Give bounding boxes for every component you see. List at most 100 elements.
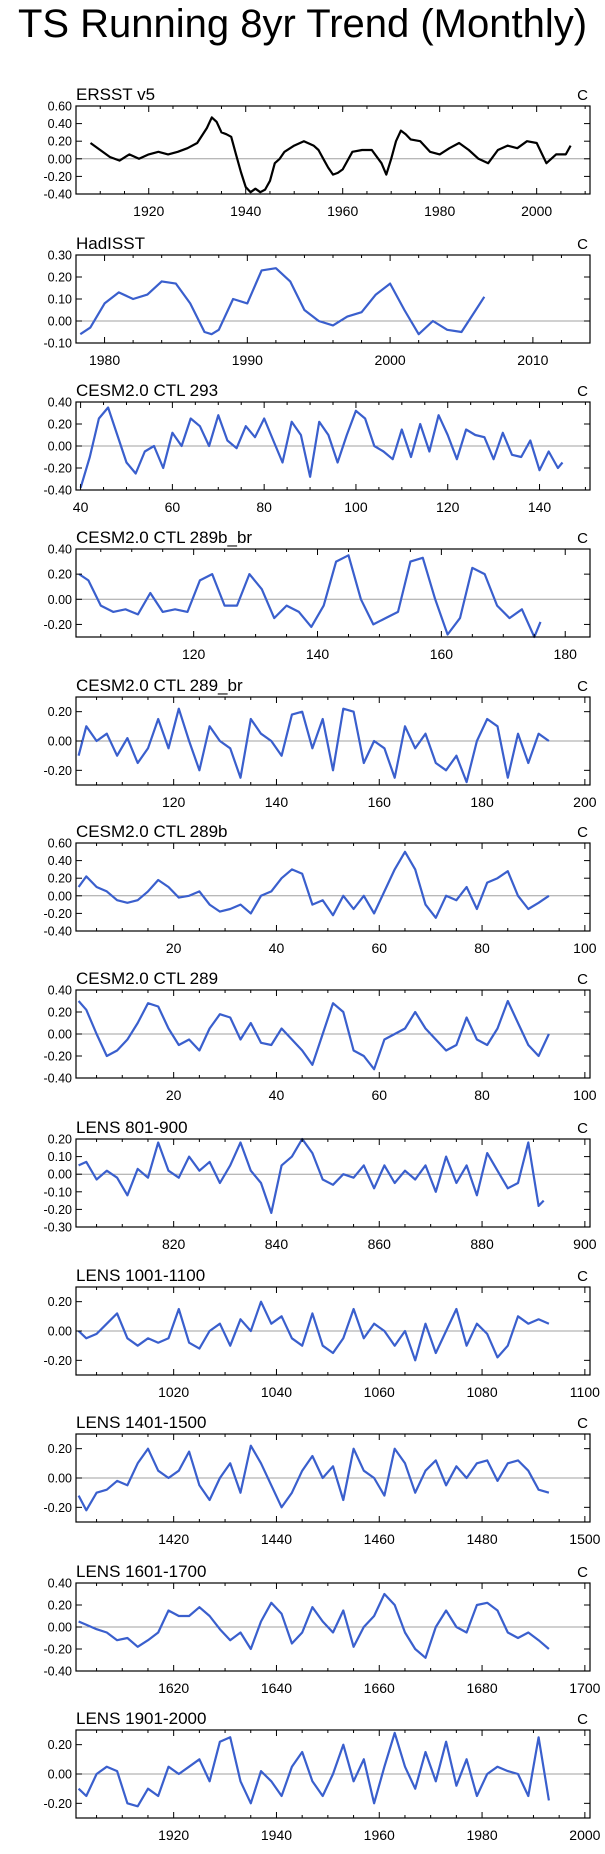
y-tick-label: 0.20 [48,1295,72,1309]
x-tick-label: 1420 [158,1531,189,1547]
panel-units: C [577,1711,588,1728]
y-tick-label: 0.00 [48,1768,72,1782]
y-tick-label: -0.10 [44,1185,73,1199]
panel-units: C [577,383,588,400]
series-line [89,116,572,194]
panel-title: LENS 801-900 [76,1118,188,1137]
y-tick-label: 0.20 [48,1133,72,1147]
y-tick-label: 0.00 [48,593,72,607]
y-tick-label: 0.20 [48,1738,72,1752]
x-tick-label: 900 [573,1236,597,1252]
series-line [77,707,550,784]
y-tick-label: 0.00 [48,1621,72,1635]
x-tick-label: 1990 [232,352,263,368]
y-tick-label: 0.20 [48,872,72,886]
panel-title: LENS 1001-1100 [76,1266,205,1285]
x-tick-label: 180 [554,646,578,662]
x-tick-label: 1620 [158,1680,189,1696]
y-tick-label: 0.60 [48,837,72,851]
y-tick-label: -0.20 [44,1050,73,1064]
x-tick-label: 180 [470,794,494,810]
y-tick-label: 0.00 [48,315,72,329]
y-tick-label: 0.40 [48,543,72,557]
x-tick-label: 1640 [261,1680,292,1696]
series-line [77,850,550,919]
panel-title: HadISST [76,234,145,253]
panel-title: CESM2.0 CTL 293 [76,381,218,400]
series-line [79,267,486,336]
x-tick-label: 2000 [375,352,406,368]
y-tick-label: 0.20 [48,271,72,285]
series-line [77,999,550,1071]
main-title: TS Running 8yr Trend (Monthly) [17,2,588,46]
series-line [77,1444,550,1512]
panel-1: ERSST v5 C 1920 1940 1960 1980 2000 -0.40 -0.20 0… [44,85,591,219]
plot-frame [75,1138,591,1228]
x-tick-label: 1480 [466,1531,497,1547]
panel-title: LENS 1601-1700 [76,1562,206,1581]
x-tick-label: 40 [269,1087,285,1103]
x-tick-label: 80 [474,1087,490,1103]
x-tick-label: 80 [256,499,272,515]
panel-units: C [577,236,588,253]
x-tick-label: 120 [436,499,460,515]
x-tick-label: 40 [73,499,89,515]
y-tick-label: -0.40 [44,484,73,498]
x-tick-label: 840 [265,1236,289,1252]
y-tick-label: 0.10 [48,1150,72,1164]
panel-title: LENS 1901-2000 [76,1709,206,1728]
y-tick-label: 0.20 [48,1442,72,1456]
y-tick-label: -0.40 [44,188,73,202]
y-tick-label: -0.20 [44,1203,73,1217]
x-tick-label: 1940 [261,1827,292,1843]
y-tick-label: -0.20 [44,1354,73,1368]
panel-title: ERSST v5 [76,85,155,104]
panel-units: C [577,678,588,695]
y-tick-label: -0.20 [44,764,73,778]
panel-title: LENS 1401-1500 [76,1413,206,1432]
panel-10: LENS 1401-1500 C 1420 1440 1460 1480 1500 -0.20… [44,1413,601,1547]
x-tick-label: 1920 [158,1827,189,1843]
x-tick-label: 160 [430,646,454,662]
y-tick-label: -0.20 [44,1643,73,1657]
y-tick-label: -0.20 [44,462,73,476]
y-tick-label: 0.40 [48,117,72,131]
plot-frame [75,842,591,932]
y-tick-label: -0.40 [44,1665,73,1679]
x-tick-label: 1100 [570,1384,600,1400]
series-line [79,406,564,489]
y-tick-label: 0.00 [48,1325,72,1339]
x-tick-label: 1960 [327,203,358,219]
x-tick-label: 100 [573,940,597,956]
panel-title: CESM2.0 CTL 289_br [76,676,243,695]
x-tick-label: 140 [265,794,289,810]
y-tick-label: 0.20 [48,135,72,149]
x-tick-label: 1980 [89,352,120,368]
x-tick-label: 1980 [466,1827,497,1843]
y-tick-label: 0.20 [48,1006,72,1020]
y-tick-label: 0.00 [48,1168,72,1182]
panel-12: LENS 1901-2000 C 1920 1940 1960 1980 2000 -0.20… [44,1709,601,1843]
x-tick-label: 1060 [364,1384,395,1400]
x-tick-label: 2000 [569,1827,600,1843]
y-tick-label: -0.20 [44,1797,73,1811]
x-tick-label: 100 [573,1087,597,1103]
panel-units: C [577,1415,588,1432]
y-tick-label: -0.40 [44,1072,73,1086]
panel-units: C [577,1120,588,1137]
y-tick-label: 0.40 [48,1577,72,1591]
x-tick-label: 120 [182,646,206,662]
series-line [78,554,542,639]
series-line [77,1731,550,1808]
series-line [77,1300,550,1362]
y-tick-label: 0.30 [48,249,72,263]
x-tick-label: 1660 [364,1680,395,1696]
x-tick-label: 140 [528,499,552,515]
y-tick-label: 0.20 [48,418,72,432]
y-tick-label: -0.10 [44,337,73,351]
x-tick-label: 1680 [466,1680,497,1696]
y-tick-label: 0.40 [48,396,72,410]
panel-units: C [577,87,588,104]
x-tick-label: 60 [371,1087,387,1103]
y-tick-label: -0.40 [44,925,73,939]
